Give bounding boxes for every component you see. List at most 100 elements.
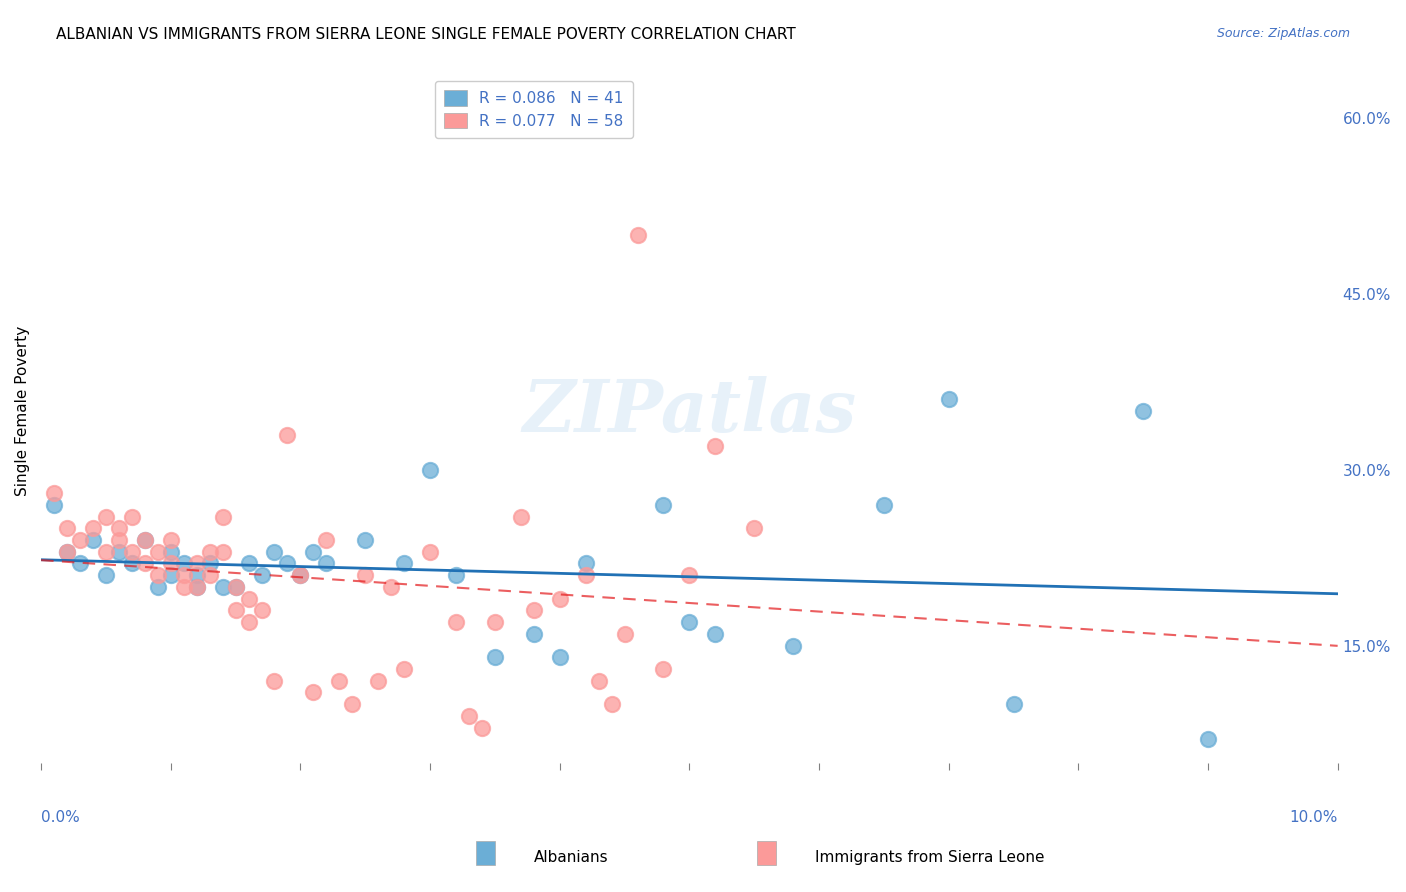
- Point: [419, 463, 441, 477]
- Point: [742, 521, 765, 535]
- Point: [1132, 404, 1154, 418]
- Point: [380, 580, 402, 594]
- Point: [250, 603, 273, 617]
- Point: [186, 557, 208, 571]
- Point: [302, 545, 325, 559]
- Point: [238, 557, 260, 571]
- Point: [392, 662, 415, 676]
- Point: [108, 533, 131, 547]
- Point: [263, 673, 285, 688]
- Point: [159, 557, 181, 571]
- Point: [276, 427, 298, 442]
- Point: [94, 509, 117, 524]
- Text: 0.0%: 0.0%: [41, 810, 80, 824]
- Text: Source: ZipAtlas.com: Source: ZipAtlas.com: [1216, 27, 1350, 40]
- Point: [198, 557, 221, 571]
- Point: [186, 580, 208, 594]
- Point: [121, 509, 143, 524]
- Text: Albanians: Albanians: [534, 850, 609, 865]
- Point: [173, 580, 195, 594]
- Point: [444, 568, 467, 582]
- Point: [484, 650, 506, 665]
- Point: [367, 673, 389, 688]
- Point: [211, 509, 233, 524]
- Point: [108, 521, 131, 535]
- Point: [186, 580, 208, 594]
- Point: [263, 545, 285, 559]
- Point: [458, 708, 481, 723]
- Point: [444, 615, 467, 629]
- Point: [82, 533, 104, 547]
- Point: [82, 521, 104, 535]
- Point: [225, 580, 247, 594]
- Point: [484, 615, 506, 629]
- Text: Immigrants from Sierra Leone: Immigrants from Sierra Leone: [815, 850, 1045, 865]
- Point: [69, 557, 91, 571]
- Point: [56, 545, 79, 559]
- Point: [342, 697, 364, 711]
- Point: [238, 615, 260, 629]
- Point: [678, 568, 700, 582]
- Point: [873, 498, 896, 512]
- Point: [678, 615, 700, 629]
- Point: [121, 545, 143, 559]
- Point: [56, 521, 79, 535]
- Point: [173, 568, 195, 582]
- Point: [1197, 732, 1219, 747]
- Point: [613, 627, 636, 641]
- Point: [146, 545, 169, 559]
- Point: [56, 545, 79, 559]
- Point: [392, 557, 415, 571]
- Point: [159, 568, 181, 582]
- Point: [276, 557, 298, 571]
- Point: [94, 568, 117, 582]
- Point: [588, 673, 610, 688]
- Point: [211, 580, 233, 594]
- Point: [198, 545, 221, 559]
- Text: 10.0%: 10.0%: [1289, 810, 1337, 824]
- Point: [548, 591, 571, 606]
- Point: [704, 439, 727, 453]
- Point: [108, 545, 131, 559]
- Point: [238, 591, 260, 606]
- Point: [146, 580, 169, 594]
- Point: [315, 557, 337, 571]
- Text: ZIPatlas: ZIPatlas: [522, 376, 856, 447]
- Point: [509, 509, 531, 524]
- Point: [652, 498, 675, 512]
- Point: [211, 545, 233, 559]
- Point: [523, 603, 546, 617]
- Point: [626, 228, 648, 243]
- Point: [328, 673, 350, 688]
- Point: [42, 486, 65, 500]
- Point: [42, 498, 65, 512]
- Point: [69, 533, 91, 547]
- Point: [575, 568, 598, 582]
- Point: [548, 650, 571, 665]
- Point: [704, 627, 727, 641]
- Point: [290, 568, 312, 582]
- Point: [134, 557, 156, 571]
- Point: [523, 627, 546, 641]
- Point: [225, 603, 247, 617]
- Point: [159, 533, 181, 547]
- Point: [198, 568, 221, 582]
- Point: [782, 639, 804, 653]
- Point: [354, 533, 377, 547]
- Point: [315, 533, 337, 547]
- Point: [225, 580, 247, 594]
- Point: [600, 697, 623, 711]
- Point: [159, 545, 181, 559]
- Point: [134, 533, 156, 547]
- Point: [146, 568, 169, 582]
- Point: [471, 721, 494, 735]
- Point: [1002, 697, 1025, 711]
- Point: [186, 568, 208, 582]
- Point: [575, 557, 598, 571]
- Point: [354, 568, 377, 582]
- Point: [302, 685, 325, 699]
- Point: [250, 568, 273, 582]
- Y-axis label: Single Female Poverty: Single Female Poverty: [15, 326, 30, 496]
- Point: [290, 568, 312, 582]
- Point: [938, 392, 960, 407]
